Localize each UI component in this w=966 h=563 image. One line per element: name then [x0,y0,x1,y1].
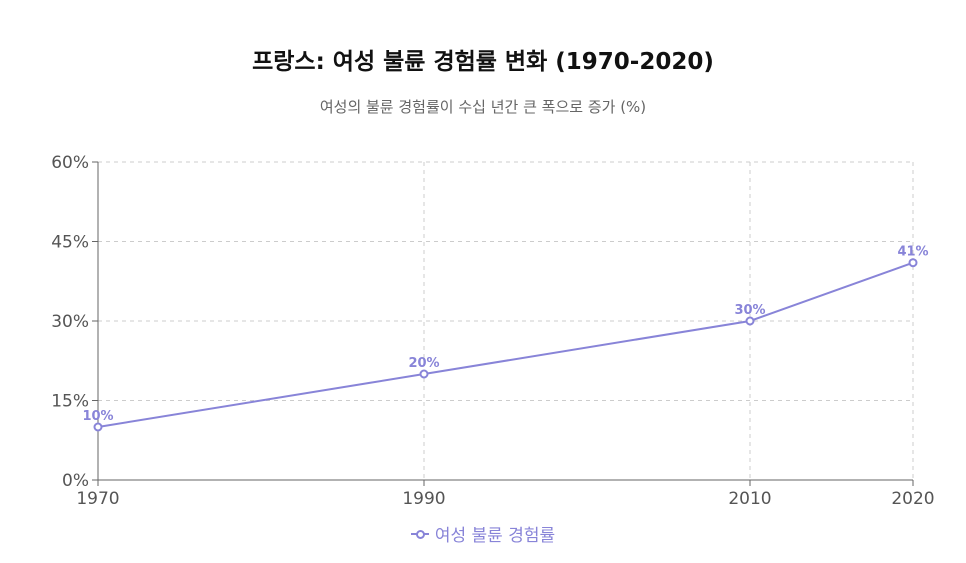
data-point [93,422,103,432]
legend[interactable]: 여성 불륜 경험률 [0,521,966,546]
y-tick-label: 0% [62,471,89,491]
x-tick-label: 1970 [76,489,119,509]
data-label: 10% [82,409,113,424]
y-tick-label: 60% [51,153,89,173]
data-point [908,258,918,268]
x-tick-label: 2010 [728,489,771,509]
chart-title: 프랑스: 여성 불륜 경험률 변화 (1970-2020) [252,49,714,75]
x-tick-label: 2020 [891,489,934,509]
x-tick-label: 1990 [402,489,445,509]
data-label: 20% [408,356,439,371]
legend-line-marker-icon [410,528,429,540]
chart-subtitle: 여성의 불륜 경험률이 수십 년간 큰 폭으로 증가 (%) [319,98,647,116]
y-tick-label: 45% [51,233,89,253]
y-tick-label: 15% [51,392,89,412]
series-line [97,261,914,428]
legend-label: 여성 불륜 경험률 [434,526,556,546]
data-label: 41% [897,245,928,260]
data-label: 30% [734,303,765,318]
y-tick-label: 30% [51,312,89,332]
data-point [419,369,429,379]
data-point [745,316,755,326]
